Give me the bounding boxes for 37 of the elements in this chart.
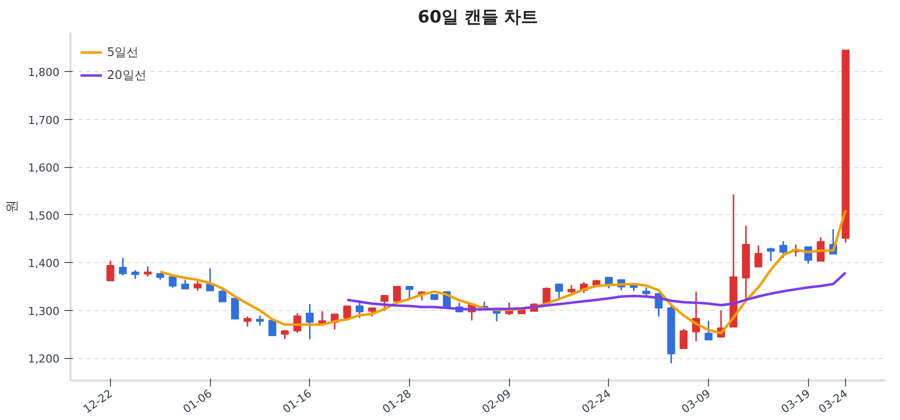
candlestick: [704, 320, 712, 341]
y-tick-label: 1,800: [28, 66, 60, 80]
candlestick: [343, 306, 352, 318]
y-tick-label: 1,700: [28, 114, 60, 127]
candlestick: [194, 279, 202, 292]
candlestick: [680, 328, 688, 350]
candlestick: [256, 314, 264, 326]
candlestick: [231, 298, 239, 320]
candlestick: [754, 244, 762, 268]
candlestick: [766, 247, 775, 262]
y-tick-label: 1,200: [28, 352, 60, 366]
candlestick: [218, 288, 226, 302]
y-tick-label: 1,400: [28, 257, 60, 270]
legend-label: 20일선: [107, 66, 146, 84]
candlestick: [181, 279, 190, 290]
candlestick: [779, 240, 788, 259]
candlestick: [244, 316, 252, 328]
candlestick: [406, 286, 414, 300]
candlestick: [280, 329, 289, 340]
candlestick: [306, 303, 314, 340]
candlestick: [106, 260, 114, 282]
legend-label: 5일선: [107, 44, 139, 60]
candlestick: [380, 294, 388, 312]
candlestick: [144, 266, 152, 278]
candlestick: [206, 268, 214, 292]
candlestick: [268, 320, 276, 336]
chart-title: 60일 캔들 차트: [418, 8, 538, 28]
candlestick: [568, 284, 576, 296]
y-tick-label: 1,300: [28, 304, 60, 318]
candlestick: [642, 286, 650, 298]
candlestick: [393, 286, 401, 302]
line-series: [346, 271, 847, 311]
candlestick: [118, 257, 127, 276]
y-tick-label: 1,500: [28, 209, 60, 222]
y-axis-title: 원: [5, 200, 20, 213]
y-tick-label: 1,600: [28, 162, 60, 175]
candlestick: [555, 283, 563, 302]
